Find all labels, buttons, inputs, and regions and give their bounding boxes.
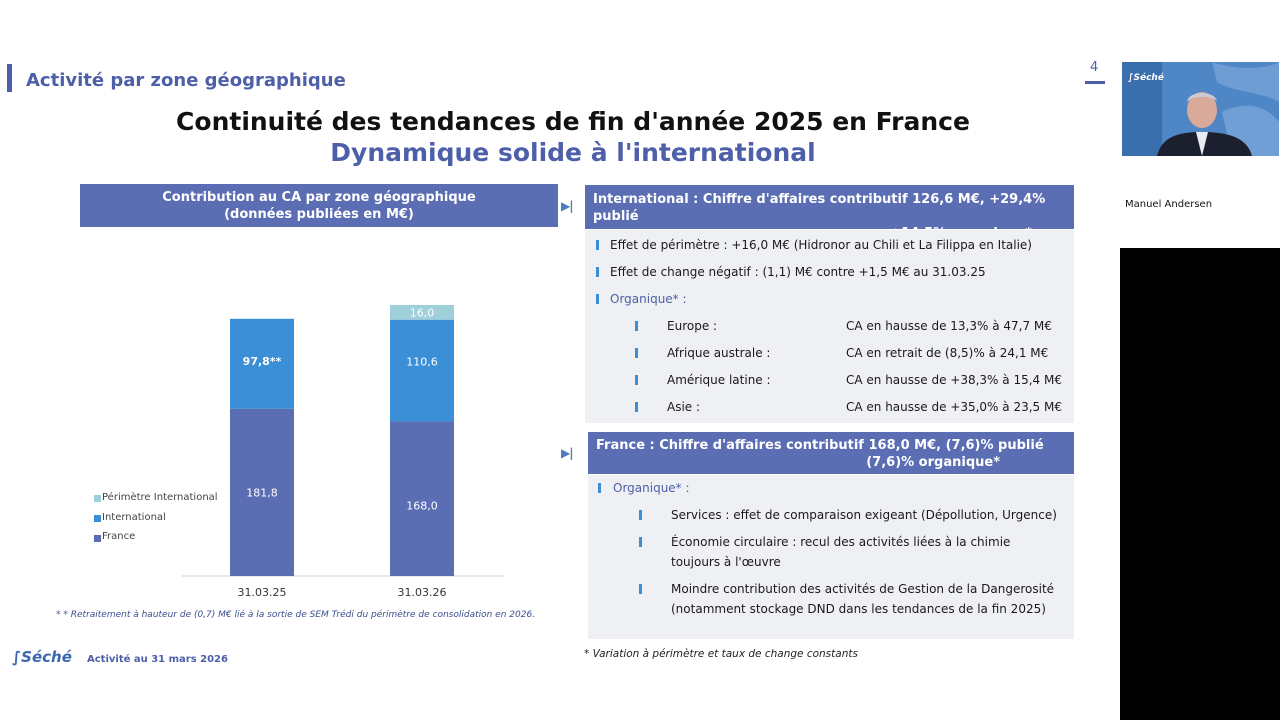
presentation-slide: Activité par zone géographique 4 Continu… [7, 60, 1105, 666]
region-name: Europe : [667, 319, 718, 333]
perimeter-effect-text: Effet de périmètre : +16,0 M€ (Hidronor … [610, 238, 1032, 252]
legend-swatch-perimetre [94, 495, 101, 502]
region-text: CA en hausse de 13,3% à 47,7 M€ [846, 319, 1052, 333]
international-header-line1: International : Chiffre d'affaires contr… [593, 192, 1046, 224]
slide-subtitle: Dynamique solide à l'international [330, 138, 816, 167]
bar-segment-international-1 [390, 319, 454, 422]
arrow-marker-icon: ▶| [561, 199, 574, 213]
france-header: France : Chiffre d'affaires contributif … [588, 432, 1074, 474]
legend-swatch-france [94, 535, 101, 542]
bullet-icon [596, 240, 599, 250]
international-details [585, 230, 1074, 423]
bullet-icon [635, 375, 638, 385]
page-number: 4 [1090, 60, 1099, 75]
bullet-icon [639, 537, 642, 547]
bullet-icon [635, 402, 638, 412]
legend-label-perimetre: Périmètre International [102, 492, 218, 503]
region-text: CA en hausse de +38,3% à 15,4 M€ [846, 373, 1062, 387]
bullet-icon [596, 267, 599, 277]
region-name: Amérique latine : [667, 373, 771, 387]
logo-text: Séché [21, 648, 72, 666]
bullet-icon [639, 510, 642, 520]
france-details [588, 475, 1074, 639]
footer-date: Activité au 31 mars 2026 [87, 654, 228, 665]
logo-swoosh-icon: ∫ [12, 648, 22, 666]
bar-segment-international-0 [230, 318, 294, 409]
bullet-icon [598, 483, 601, 493]
chart-header-line1: Contribution au CA par zone géographique [162, 190, 476, 205]
bar-segment-france-0 [230, 408, 294, 576]
region-name: Afrique australe : [667, 346, 771, 360]
international-header: International : Chiffre d'affaires contr… [585, 185, 1074, 241]
chart-header: Contribution au CA par zone géographique… [80, 184, 558, 227]
video-logo-text: Séché [1133, 73, 1164, 83]
legend-swatch-international [94, 515, 101, 522]
logo-swoosh-icon: ∫ [1128, 73, 1134, 83]
arrow-marker-icon: ▶| [561, 446, 574, 460]
revenue-stacked-bar-chart: 181,8 97,8** 31.03.25 168,0 110,6 16,0 31.03.2… [182, 304, 504, 599]
france-item-text: Économie circulaire : recul des activité… [671, 535, 1011, 549]
participant-video-feed [1122, 62, 1279, 156]
data-label: 110,6 [406, 356, 438, 369]
section-accent-bar [7, 64, 12, 92]
data-label: 168,0 [406, 499, 438, 512]
france-item-text: Services : effet de comparaison exigeant… [671, 508, 1057, 522]
slide-title: Continuité des tendances de fin d'année … [176, 107, 970, 136]
variation-footnote: * Variation à périmètre et taux de chang… [584, 648, 858, 660]
region-name: Asie : [667, 400, 701, 414]
participant-video[interactable] [1122, 62, 1279, 156]
video-logo: ∫Séché [1128, 73, 1164, 83]
seche-logo: ∫Séché [12, 648, 72, 666]
page-number-underline [1085, 81, 1105, 84]
bullet-icon [639, 584, 642, 594]
france-header-line1: France : Chiffre d'affaires contributif … [596, 438, 1044, 453]
participant-name: Manuel Andersen [1125, 199, 1213, 210]
data-label: 97,8** [243, 355, 282, 368]
data-label: 16,0 [410, 306, 435, 319]
chart-footnote: * * Retraitement à hauteur de (0,7) M€ l… [56, 610, 536, 620]
region-text: CA en retrait de (8,5)% à 24,1 M€ [846, 346, 1049, 360]
international-organic-label: Organique* : [610, 292, 687, 306]
x-tick-label: 31.03.26 [398, 586, 447, 599]
fx-effect-text: Effet de change négatif : (1,1) M€ contr… [610, 265, 986, 279]
france-item-text: Moindre contribution des activités de Ge… [671, 582, 1055, 596]
region-text: CA en hausse de +35,0% à 23,5 M€ [846, 400, 1062, 414]
france-item-text-cont: toujours à l'œuvre [671, 555, 781, 569]
bullet-icon [635, 348, 638, 358]
bullet-icon [596, 294, 599, 304]
france-organic-label: Organique* : [613, 481, 690, 495]
empty-video-area [1120, 248, 1280, 720]
data-label: 181,8 [246, 487, 278, 500]
bullet-icon [635, 321, 638, 331]
france-header-line2: (7,6)% organique* [866, 455, 1000, 470]
legend-label-france: France [102, 531, 136, 542]
legend-label-international: International [102, 512, 166, 523]
france-item-text-cont: (notamment stockage DND dans les tendanc… [671, 602, 1046, 616]
section-title: Activité par zone géographique [26, 70, 346, 91]
bar-segment-france-1 [390, 421, 454, 576]
x-tick-label: 31.03.25 [238, 586, 287, 599]
chart-header-line2: (données publiées en M€) [224, 207, 414, 222]
bar-segment-périmètre-international-1 [390, 304, 454, 320]
